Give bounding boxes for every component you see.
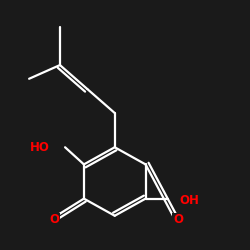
Text: HO: HO	[30, 141, 50, 154]
Text: OH: OH	[180, 194, 200, 207]
Text: O: O	[50, 213, 60, 226]
Text: O: O	[173, 213, 183, 226]
